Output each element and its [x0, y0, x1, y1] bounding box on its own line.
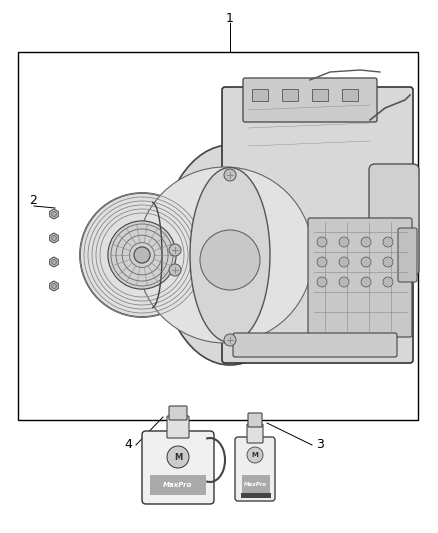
Circle shape [317, 237, 327, 247]
Circle shape [52, 260, 57, 264]
Circle shape [52, 236, 57, 240]
Circle shape [52, 284, 57, 288]
Circle shape [383, 277, 393, 287]
Bar [18, 52, 418, 420]
Bar [241, 493, 271, 498]
Circle shape [339, 277, 349, 287]
Bar [242, 475, 270, 493]
FancyBboxPatch shape [398, 228, 417, 282]
Circle shape [383, 257, 393, 267]
Circle shape [224, 169, 236, 181]
Text: 2: 2 [29, 193, 37, 206]
Circle shape [52, 212, 57, 216]
Circle shape [137, 167, 313, 343]
FancyBboxPatch shape [222, 87, 413, 363]
Circle shape [108, 221, 176, 289]
Polygon shape [49, 233, 58, 243]
Circle shape [317, 257, 327, 267]
Circle shape [80, 193, 204, 317]
Circle shape [361, 277, 371, 287]
Circle shape [383, 237, 393, 247]
Polygon shape [49, 209, 58, 219]
Polygon shape [49, 257, 58, 267]
FancyBboxPatch shape [142, 431, 214, 504]
FancyBboxPatch shape [308, 218, 412, 337]
Circle shape [200, 230, 260, 290]
Text: M: M [251, 452, 258, 458]
Text: 1: 1 [226, 12, 234, 25]
Circle shape [361, 237, 371, 247]
FancyBboxPatch shape [247, 424, 263, 443]
Circle shape [361, 257, 371, 267]
Bar [282, 89, 298, 101]
Bar [252, 89, 268, 101]
Circle shape [247, 447, 263, 463]
FancyBboxPatch shape [235, 437, 275, 501]
FancyBboxPatch shape [167, 416, 189, 438]
Circle shape [224, 334, 236, 346]
Circle shape [169, 264, 181, 276]
Circle shape [339, 257, 349, 267]
Text: MaxPro: MaxPro [244, 481, 267, 487]
FancyBboxPatch shape [233, 333, 397, 357]
FancyBboxPatch shape [369, 164, 419, 276]
FancyBboxPatch shape [248, 413, 262, 427]
Circle shape [134, 247, 150, 263]
Ellipse shape [190, 167, 270, 343]
FancyBboxPatch shape [243, 78, 377, 122]
Bar [150, 475, 206, 495]
Text: 4: 4 [124, 438, 132, 450]
Text: 3: 3 [316, 438, 324, 450]
FancyBboxPatch shape [169, 406, 187, 420]
Circle shape [339, 237, 349, 247]
Ellipse shape [160, 145, 300, 365]
Bar [342, 89, 358, 101]
Circle shape [169, 244, 181, 256]
Circle shape [167, 446, 189, 468]
Bar [312, 89, 328, 101]
Text: M: M [174, 453, 182, 462]
Polygon shape [49, 281, 58, 291]
Circle shape [317, 277, 327, 287]
Text: MaxPro: MaxPro [163, 482, 193, 488]
